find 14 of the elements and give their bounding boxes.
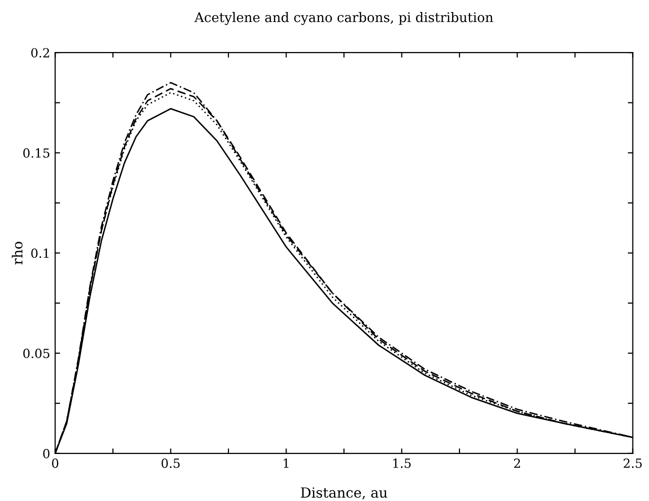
x-tick-label: 2 (514, 458, 520, 468)
x-tick-label: 2.5 (624, 458, 642, 468)
x-axis-title: Distance, au (300, 487, 388, 500)
y-tick-label: 0 (43, 448, 50, 458)
y-tick-label: 0.1 (31, 248, 49, 258)
y-tick-label: 0.2 (31, 48, 50, 58)
x-tick-label: 1.5 (393, 458, 411, 468)
chart-title: Acetylene and cyano carbons, pi distribution (194, 12, 494, 25)
x-tick-label: 0 (52, 458, 58, 468)
y-axis-title: rho (12, 242, 23, 264)
y-tick-label: 0.15 (23, 148, 50, 158)
x-tick-label: 1 (284, 458, 288, 468)
y-tick-label: 0.05 (23, 348, 50, 358)
x-tick-label: 0.5 (162, 458, 180, 468)
